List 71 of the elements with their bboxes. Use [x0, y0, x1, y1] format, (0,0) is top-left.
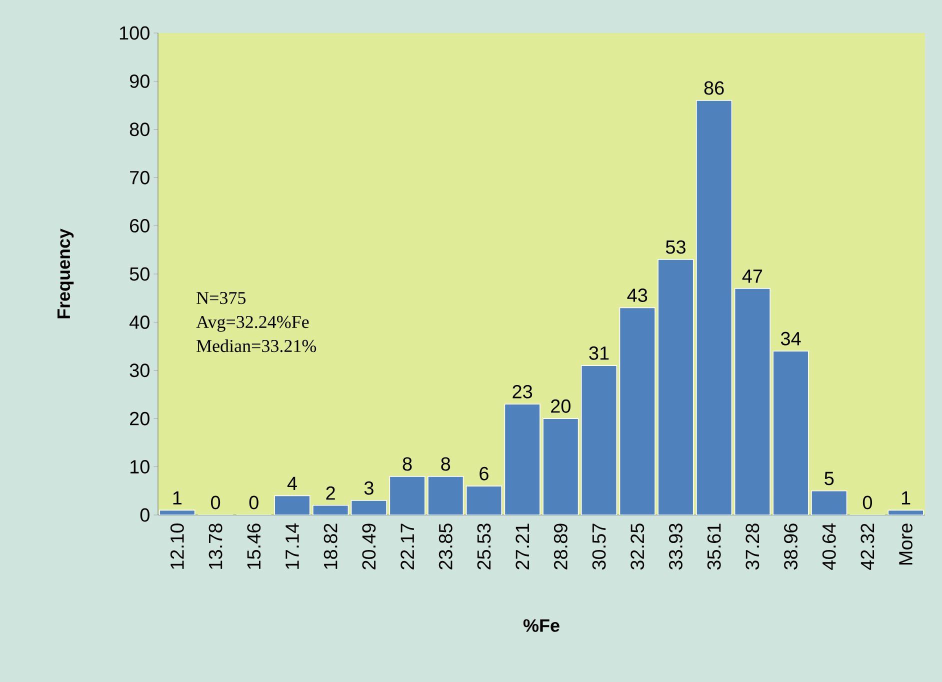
- x-tick-label: 20.49: [362, 524, 376, 570]
- x-tick-label: 18.82: [324, 524, 338, 569]
- x-tick-label: 17.14: [286, 523, 299, 569]
- x-tick-label: 13.78: [208, 524, 222, 569]
- x-tick-label: 33.93: [669, 524, 682, 570]
- bar: [428, 476, 464, 515]
- annotation: Avg=32.24%Fe: [196, 316, 309, 332]
- x-tick-label: 28.89: [554, 524, 568, 570]
- x-tick-label: 32.25: [630, 524, 644, 570]
- data-label: 34: [780, 332, 801, 346]
- bar: [350, 500, 387, 515]
- x-tick-label: 40.64: [822, 523, 836, 570]
- data-label: 86: [704, 81, 724, 95]
- data-label: 20: [551, 399, 570, 413]
- data-label: 0: [210, 496, 220, 510]
- data-label: 8: [402, 457, 412, 471]
- data-label: 5: [824, 472, 834, 486]
- bar: [542, 418, 579, 515]
- bar: [696, 100, 732, 515]
- data-label: 3: [364, 481, 374, 495]
- y-tick-label: 20: [130, 412, 150, 426]
- bar: [504, 404, 540, 515]
- x-tick-label: 42.32: [860, 524, 874, 570]
- data-label: 1: [173, 491, 182, 504]
- y-tick-label: 10: [130, 460, 150, 474]
- data-label: 23: [512, 384, 532, 398]
- data-label: 6: [480, 466, 488, 480]
- bar: [466, 486, 502, 515]
- bar: [658, 259, 694, 515]
- x-tick-label: 30.57: [592, 524, 606, 570]
- bar: [389, 476, 426, 515]
- x-tick-label: 38.96: [784, 524, 798, 570]
- data-label: 0: [249, 496, 258, 510]
- y-tick-label: 60: [130, 219, 150, 233]
- y-tick-label: 70: [130, 170, 150, 184]
- y-tick-label: 0: [140, 508, 150, 522]
- data-label: 47: [742, 270, 762, 283]
- data-label: 8: [441, 457, 450, 471]
- data-label: 0: [862, 496, 872, 510]
- y-tick-label: 80: [130, 122, 150, 136]
- y-tick-label: 90: [130, 74, 150, 88]
- x-tick-label: 25.53: [477, 524, 491, 570]
- x-tick-label: 37.28: [746, 524, 760, 570]
- data-label: 4: [287, 476, 297, 490]
- data-label: 31: [589, 346, 609, 360]
- annotation: N=375: [196, 292, 246, 304]
- annotation: Median=33.21%: [196, 339, 316, 352]
- x-tick-label: 35.61: [707, 524, 721, 570]
- data-label: 2: [326, 486, 335, 500]
- bar: [580, 365, 618, 515]
- bar: [312, 505, 348, 515]
- x-tick-label: 23.85: [438, 524, 452, 570]
- y-axis-title: Frequency: [58, 228, 74, 318]
- x-tick-label: More: [899, 524, 912, 565]
- y-tick-label: 50: [130, 267, 150, 281]
- data-label: 43: [627, 288, 648, 302]
- x-axis-title: %Fe: [523, 619, 560, 632]
- data-label: 1: [902, 491, 910, 504]
- bar: [274, 495, 310, 515]
- bar: [811, 490, 848, 515]
- data-label: 53: [666, 240, 686, 254]
- x-tick-label: 15.46: [247, 524, 261, 569]
- bar: [734, 288, 770, 515]
- bar: [772, 350, 809, 515]
- bar: [619, 307, 656, 515]
- x-tick-label: 22.17: [400, 524, 414, 570]
- y-tick-label: 40: [130, 315, 150, 329]
- y-tick-label: 30: [130, 364, 150, 378]
- x-tick-label: 27.21: [516, 524, 529, 570]
- y-tick-label: 100: [120, 26, 150, 40]
- x-tick-label: 12.10: [170, 524, 184, 569]
